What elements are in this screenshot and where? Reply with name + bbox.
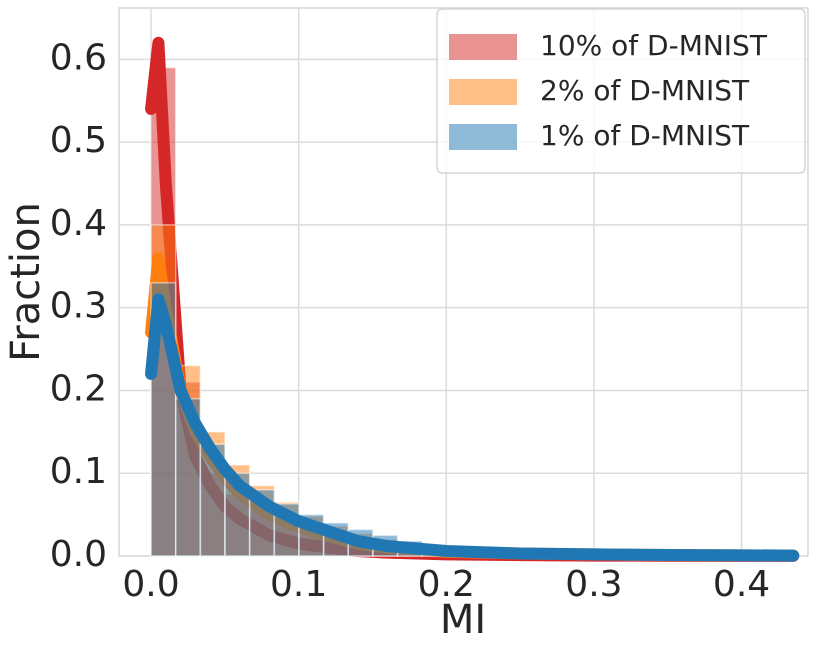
legend: 10% of D-MNIST 2% of D-MNIST 1% of D-MNIST xyxy=(437,9,805,173)
x-tick-label: 0.0 xyxy=(122,564,179,605)
legend-swatch xyxy=(449,79,517,105)
y-tick-label: 0.0 xyxy=(50,534,107,575)
y-tick-label: 0.5 xyxy=(50,120,107,161)
legend-label: 2% of D-MNIST xyxy=(540,74,750,107)
y-tick-label: 0.4 xyxy=(50,203,107,244)
y-tick-label: 0.3 xyxy=(50,286,107,327)
legend-swatch xyxy=(449,124,517,150)
legend-label: 10% of D-MNIST xyxy=(540,29,768,62)
legend-swatch xyxy=(449,34,517,60)
y-tick-label: 0.6 xyxy=(50,37,107,78)
x-tick-label: 0.1 xyxy=(270,564,327,605)
x-tick-label: 0.3 xyxy=(565,564,622,605)
y-axis-label: Fraction xyxy=(3,202,49,362)
x-tick-label: 0.2 xyxy=(418,564,475,605)
legend-label: 1% of D-MNIST xyxy=(540,119,750,152)
x-tick-label: 0.4 xyxy=(713,564,770,605)
y-tick-label: 0.2 xyxy=(50,368,107,409)
y-tick-label: 0.1 xyxy=(50,451,107,492)
